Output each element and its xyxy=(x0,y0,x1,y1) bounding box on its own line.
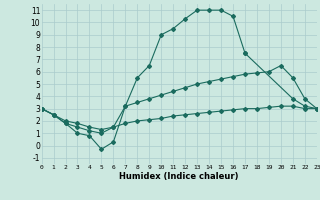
X-axis label: Humidex (Indice chaleur): Humidex (Indice chaleur) xyxy=(119,172,239,181)
